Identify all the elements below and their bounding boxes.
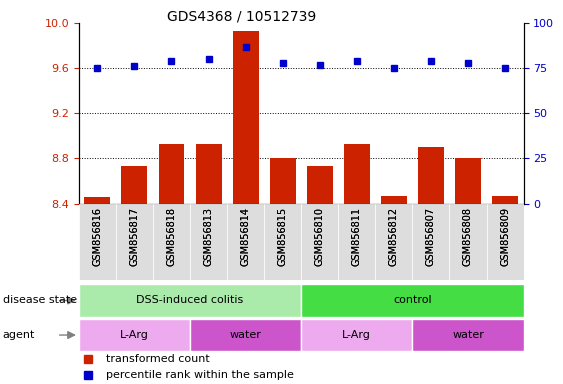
Text: GSM856812: GSM856812 — [389, 207, 399, 266]
Text: GSM856816: GSM856816 — [92, 207, 102, 266]
Bar — [233, 31, 258, 384]
Bar — [376, 204, 412, 280]
Text: GDS4368 / 10512739: GDS4368 / 10512739 — [167, 10, 317, 23]
Text: GSM856816: GSM856816 — [92, 207, 102, 266]
Text: GSM856811: GSM856811 — [352, 207, 362, 266]
Bar — [418, 147, 444, 384]
Text: GSM856813: GSM856813 — [204, 207, 213, 266]
Text: GSM856808: GSM856808 — [463, 207, 473, 266]
Bar — [227, 204, 264, 280]
Bar — [153, 204, 190, 280]
Text: GSM856818: GSM856818 — [167, 207, 176, 266]
Bar — [301, 284, 524, 317]
Bar — [84, 197, 110, 384]
Bar — [338, 204, 376, 280]
Text: GSM856817: GSM856817 — [129, 207, 140, 266]
Bar — [381, 195, 407, 384]
Bar — [190, 319, 301, 351]
Text: GSM856818: GSM856818 — [167, 207, 176, 266]
Text: agent: agent — [3, 330, 35, 340]
Bar — [412, 319, 524, 351]
Text: DSS-induced colitis: DSS-induced colitis — [136, 295, 244, 306]
Bar — [486, 204, 524, 280]
Bar — [122, 166, 148, 384]
Bar — [492, 195, 518, 384]
Bar — [270, 158, 296, 384]
Text: GSM856812: GSM856812 — [389, 207, 399, 266]
Text: GSM856815: GSM856815 — [278, 207, 288, 266]
Bar — [412, 204, 449, 280]
Text: L-Arg: L-Arg — [120, 330, 149, 340]
Text: GSM856814: GSM856814 — [240, 207, 251, 266]
Text: GSM856810: GSM856810 — [315, 207, 325, 266]
Text: GSM856809: GSM856809 — [500, 207, 510, 266]
Text: transformed count: transformed count — [105, 354, 209, 364]
Bar — [190, 204, 227, 280]
Bar — [79, 319, 190, 351]
Text: GSM856815: GSM856815 — [278, 207, 288, 266]
Text: GSM856817: GSM856817 — [129, 207, 140, 266]
Text: GSM856807: GSM856807 — [426, 207, 436, 266]
Text: GSM856814: GSM856814 — [240, 207, 251, 266]
Bar — [449, 204, 486, 280]
Text: L-Arg: L-Arg — [342, 330, 371, 340]
Text: GSM856810: GSM856810 — [315, 207, 325, 266]
Bar — [79, 284, 301, 317]
Text: GSM856807: GSM856807 — [426, 207, 436, 266]
Bar — [159, 144, 185, 384]
Text: GSM856808: GSM856808 — [463, 207, 473, 266]
Bar — [79, 204, 116, 280]
Bar — [195, 144, 221, 384]
Text: percentile rank within the sample: percentile rank within the sample — [105, 370, 293, 380]
Text: disease state: disease state — [3, 295, 77, 306]
Bar — [307, 166, 333, 384]
Bar — [301, 319, 412, 351]
Bar — [344, 144, 370, 384]
Text: GSM856811: GSM856811 — [352, 207, 362, 266]
Text: water: water — [230, 330, 262, 340]
Text: control: control — [393, 295, 432, 306]
Bar — [116, 204, 153, 280]
Bar — [301, 204, 338, 280]
Bar — [264, 204, 301, 280]
Text: GSM856813: GSM856813 — [204, 207, 213, 266]
Bar — [455, 158, 481, 384]
Text: water: water — [452, 330, 484, 340]
Text: GSM856809: GSM856809 — [500, 207, 510, 266]
